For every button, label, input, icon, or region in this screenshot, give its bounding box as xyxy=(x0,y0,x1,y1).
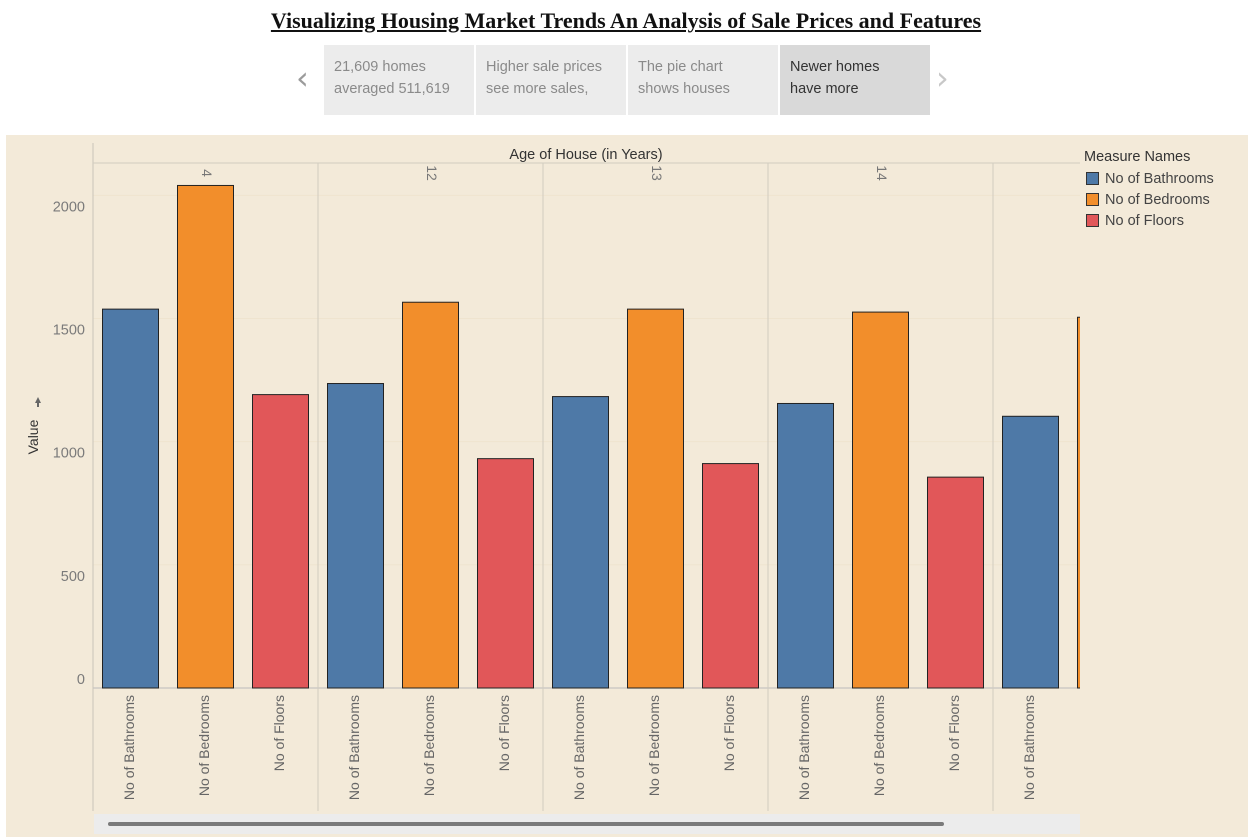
legend-item-floors[interactable]: No of Floors xyxy=(1084,210,1244,231)
x-category-label: No of Bedrooms xyxy=(421,695,437,796)
bar xyxy=(102,308,159,689)
y-tick-label: 0 xyxy=(77,672,85,688)
x-category-label: No of Bathrooms xyxy=(346,695,362,800)
bar xyxy=(777,402,834,689)
x-category-label: No of Bathrooms xyxy=(1021,695,1037,800)
scrollbar-thumb[interactable] xyxy=(108,822,944,826)
story-point-2[interactable]: Higher sale prices see more sales, xyxy=(476,45,626,115)
dashboard-title: Visualizing Housing Market Trends An Ana… xyxy=(270,8,982,33)
legend-title: Measure Names xyxy=(1084,149,1191,165)
x-category-label: No of Floors xyxy=(946,695,962,771)
horizontal-scrollbar[interactable] xyxy=(94,814,1080,834)
bar xyxy=(552,396,609,689)
x-category-label: No of Bathrooms xyxy=(796,695,812,800)
chevron-left-icon[interactable]: ‹ xyxy=(296,59,309,97)
x-category-label: No of Bathrooms xyxy=(571,695,587,800)
bar xyxy=(1077,316,1080,689)
story-point-text: averaged 511,619 xyxy=(334,81,450,97)
legend-item-bathrooms[interactable]: No of Bathrooms xyxy=(1084,168,1244,189)
legend-swatch xyxy=(1086,172,1099,185)
story-point-4[interactable]: Newer homes have more xyxy=(780,45,930,115)
x-category-label: No of Floors xyxy=(271,695,287,771)
story-point-1[interactable]: 21,609 homes averaged 511,619 xyxy=(324,45,474,115)
legend-label: No of Floors xyxy=(1105,212,1184,229)
legend-label: No of Bathrooms xyxy=(1105,170,1214,187)
story-point-text: 21,609 homes xyxy=(334,59,426,75)
dashboard-canvas: 0 500 1000 1500 2000 Value Age of House (in Ye… xyxy=(6,135,1248,837)
legend-swatch xyxy=(1086,214,1099,227)
x-category-label: No of Bedrooms xyxy=(646,695,662,796)
bar xyxy=(402,301,459,689)
bar xyxy=(927,476,984,689)
story-point-3[interactable]: The pie chart shows houses xyxy=(628,45,778,115)
y-tick-label: 1000 xyxy=(53,446,85,462)
legend: Measure Names No of Bathrooms No of Bedr… xyxy=(1084,149,1244,231)
age-group-label: 13 xyxy=(649,165,665,181)
x-category-label: No of Bathrooms xyxy=(121,695,137,800)
bar xyxy=(852,311,909,689)
bar xyxy=(627,308,684,689)
story-point-text: shows houses xyxy=(638,81,730,97)
x-category-label: No of Bedrooms xyxy=(871,695,887,796)
x-category-label: No of Bedrooms xyxy=(196,695,212,796)
y-axis-title: Value xyxy=(25,419,41,454)
legend-item-bedrooms[interactable]: No of Bedrooms xyxy=(1084,189,1244,210)
story-point-text: have more xyxy=(790,81,859,97)
story-point-text: see more sales, xyxy=(486,81,589,97)
story-point-text: The pie chart xyxy=(638,59,723,75)
legend-swatch xyxy=(1086,193,1099,206)
pin-icon xyxy=(35,397,41,407)
bar xyxy=(252,394,309,689)
age-group-label: 12 xyxy=(424,165,440,181)
bar xyxy=(702,463,759,689)
y-tick-label: 500 xyxy=(61,569,85,585)
x-category-label: No of Floors xyxy=(721,695,737,771)
bar xyxy=(1002,415,1059,689)
bar xyxy=(177,184,234,689)
story-point-text: Newer homes xyxy=(790,59,880,75)
legend-label: No of Bedrooms xyxy=(1105,191,1210,208)
chevron-right-icon[interactable]: › xyxy=(936,59,949,97)
column-header-title: Age of House (in Years) xyxy=(509,147,662,163)
bar xyxy=(327,383,384,689)
age-group-label: 4 xyxy=(199,169,215,177)
x-category-label: No of Floors xyxy=(496,695,512,771)
y-tick-label: 2000 xyxy=(53,199,85,215)
age-group-label: 14 xyxy=(874,165,890,181)
story-point-text: Higher sale prices xyxy=(486,59,603,75)
bars-group xyxy=(102,184,1080,689)
bar xyxy=(477,458,534,689)
bar-chart: 0 500 1000 1500 2000 Value Age of House (in Ye… xyxy=(25,143,1080,811)
y-tick-label: 1500 xyxy=(53,322,85,338)
